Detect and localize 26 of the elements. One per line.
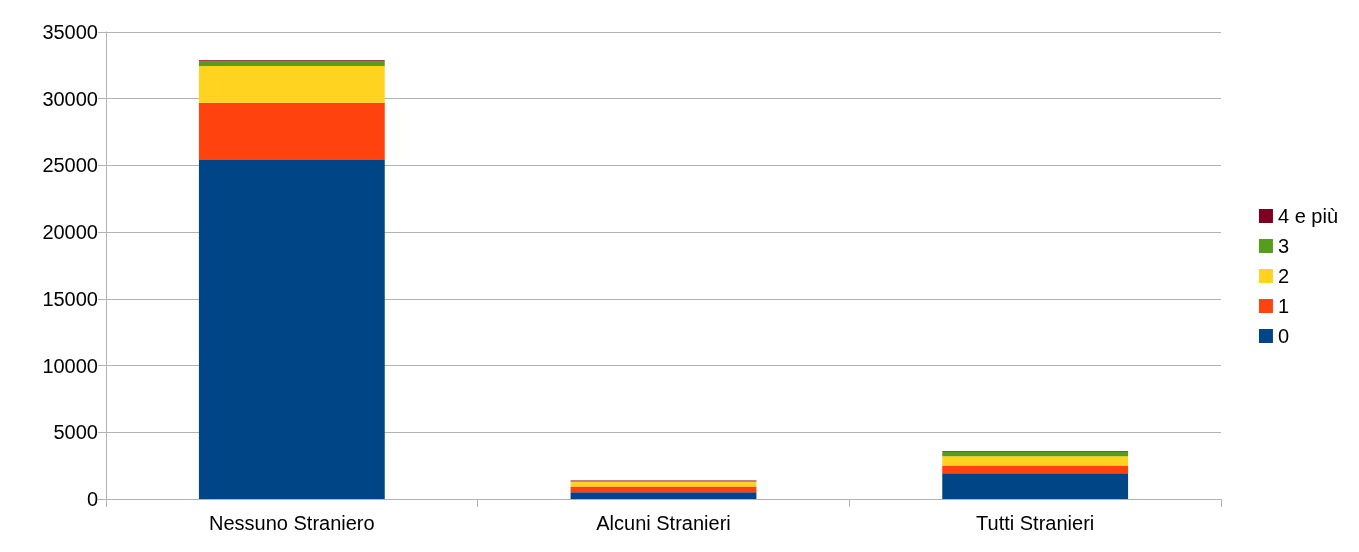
y-tick-label: 25000 [42, 154, 98, 177]
x-tick-label: Nessuno Straniero [209, 512, 375, 534]
legend-label: 3 [1277, 235, 1290, 257]
bar [198, 61, 385, 67]
bar [198, 102, 385, 161]
legend-label: 0 [1277, 325, 1290, 347]
y-tick-label: 15000 [42, 287, 98, 310]
x-tick-label: Alcuni Stranieri [596, 512, 731, 534]
y-tick-label: 10000 [42, 354, 98, 377]
bar [570, 492, 757, 499]
bar [942, 465, 1129, 474]
x-tick-label: Tutti Stranieri [976, 512, 1095, 534]
y-tick-label: 20000 [42, 221, 98, 244]
y-tick-label: 5000 [53, 421, 98, 444]
legend-label: 1 [1277, 295, 1290, 317]
bar [942, 456, 1129, 466]
y-tick-label: 0 [86, 488, 98, 510]
y-tick-label: 35000 [42, 21, 98, 43]
legend-label: 4 e più [1277, 205, 1339, 227]
bar [942, 452, 1129, 457]
bar [942, 473, 1129, 499]
bar [198, 66, 385, 103]
bar [198, 160, 385, 499]
y-tick-label: 30000 [42, 87, 98, 110]
bar [570, 481, 757, 487]
legend-label: 2 [1277, 265, 1290, 287]
